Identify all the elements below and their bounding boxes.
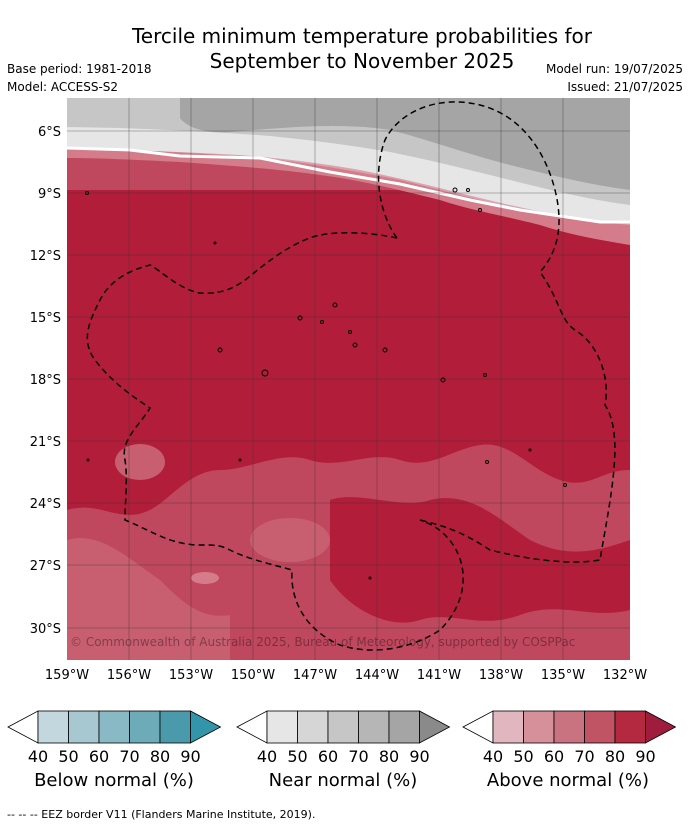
issued-date: Issued: 21/07/2025	[567, 80, 683, 94]
legend-arrow-low	[236, 710, 268, 744]
lon-label: 132°W	[603, 668, 647, 683]
legend-tick-label: 80	[150, 747, 170, 766]
lat-label: 6°S	[38, 125, 61, 140]
legend-tick-label: 50	[513, 747, 533, 766]
legends: 40 50 60 70 80 90 40 50 60 70 80 90 40 50 60 70 80 90	[7, 710, 677, 766]
lon-label: 147°W	[293, 668, 337, 683]
legend-color-swatch	[68, 710, 100, 744]
eez-border-french-polynesia	[86, 232, 464, 651]
legend-color-swatch	[492, 710, 524, 744]
lat-label: 15°S	[30, 311, 61, 326]
islands	[85, 187, 567, 580]
title-line-1: Tercile minimum temperature probabilitie…	[131, 24, 593, 48]
legend-arrow-high	[645, 710, 677, 744]
legend-color-swatch	[37, 710, 69, 744]
meta-left: Base period: 1981-2018 Model: ACCESS-S2	[7, 60, 152, 96]
legend-color-swatch	[614, 710, 646, 744]
lat-labels: 6°S 9°S 12°S 15°S 18°S 21°S 24°S 27°S 30…	[30, 125, 61, 637]
grid-lines	[67, 98, 630, 660]
map-title: Tercile minimum temperature probabilitie…	[0, 24, 690, 74]
eez-border-marquesas	[377, 101, 616, 563]
near-normal-70-80-band	[180, 98, 630, 190]
legend-color-swatch	[98, 710, 130, 744]
legend-tick-label: 70	[574, 747, 594, 766]
lon-label: 159°W	[45, 668, 89, 683]
legend-color-swatch	[297, 710, 329, 744]
legend-arrow-low	[462, 710, 494, 744]
legend-tick-label: 70	[348, 747, 368, 766]
legend-tick-label: 50	[58, 747, 78, 766]
legend-tick-label: 40	[28, 747, 48, 766]
lon-label: 156°W	[107, 668, 151, 683]
legend-tick-label: 40	[257, 747, 277, 766]
lat-label: 21°S	[30, 435, 61, 450]
lon-label: 135°W	[541, 668, 585, 683]
copyright-text: © Commonwealth of Australia 2025, Bureau…	[70, 635, 575, 649]
lat-label: 9°S	[38, 187, 61, 202]
model-run: Model run: 19/07/2025	[545, 62, 683, 76]
above-normal-60-70-area-southwest	[67, 538, 230, 660]
legend-arrow-high	[419, 710, 451, 744]
legend-tick-label: 50	[287, 747, 307, 766]
legend-color-swatch	[553, 710, 585, 744]
base-period: Base period: 1981-2018	[7, 62, 152, 76]
zero-contour-line	[67, 146, 630, 224]
lon-label: 141°W	[417, 668, 461, 683]
legend-tick-label: 40	[483, 747, 503, 766]
lat-label: 30°S	[30, 622, 61, 637]
legend-color-swatch	[129, 710, 161, 744]
legend-color-swatch	[584, 710, 616, 744]
lon-label: 150°W	[231, 668, 275, 683]
legend-color-swatch	[388, 710, 420, 744]
lat-label: 24°S	[30, 497, 61, 512]
legend-color-swatch	[159, 710, 191, 744]
legend-arrow-low	[7, 710, 39, 744]
map-layers	[67, 98, 630, 660]
legend-color-swatch	[523, 710, 555, 744]
meta-right: Model run: 19/07/2025 Issued: 21/07/2025	[546, 60, 683, 96]
title-line-2: September to November 2025	[209, 49, 515, 73]
lon-label: 138°W	[479, 668, 523, 683]
lat-label: 12°S	[30, 249, 61, 264]
model-name: Model: ACCESS-S2	[7, 80, 119, 94]
legend-tick-label: 80	[605, 747, 625, 766]
above-normal-80-90-area-south	[330, 497, 630, 623]
lon-label: 153°W	[169, 668, 213, 683]
legend-tick-label: 60	[89, 747, 109, 766]
eez-borders	[86, 101, 616, 651]
legend-color-swatch	[358, 710, 390, 744]
legend-tick-label: 60	[544, 747, 564, 766]
legend-tick-label: 90	[635, 747, 655, 766]
above-normal-patch-1	[115, 444, 165, 480]
lon-label: 144°W	[355, 668, 399, 683]
legend-tick-label: 70	[119, 747, 139, 766]
above-normal-patch-2	[250, 518, 330, 562]
legend-label-below: Below normal (%)	[34, 770, 194, 791]
legend-tick-label: 80	[379, 747, 399, 766]
lon-labels: 159°W 156°W 153°W 150°W 147°W 144°W 141°…	[45, 668, 647, 683]
legend-arrow-high	[190, 710, 222, 744]
legend-tick-label: 60	[318, 747, 338, 766]
legend-label-near: Near normal (%)	[268, 770, 418, 791]
legend-color-swatch	[327, 710, 359, 744]
legend-color-swatch	[266, 710, 298, 744]
legend-tick-label: 90	[409, 747, 429, 766]
above-normal-patch-3	[191, 572, 219, 584]
above-normal-80-90-area	[67, 190, 630, 515]
lat-label: 18°S	[30, 373, 61, 388]
legend-label-above: Above normal (%)	[486, 770, 650, 791]
legend-tick-label: 90	[180, 747, 200, 766]
footnote: -- -- -- EEZ border V11 (Flanders Marine…	[7, 808, 316, 821]
lat-label: 27°S	[30, 559, 61, 574]
